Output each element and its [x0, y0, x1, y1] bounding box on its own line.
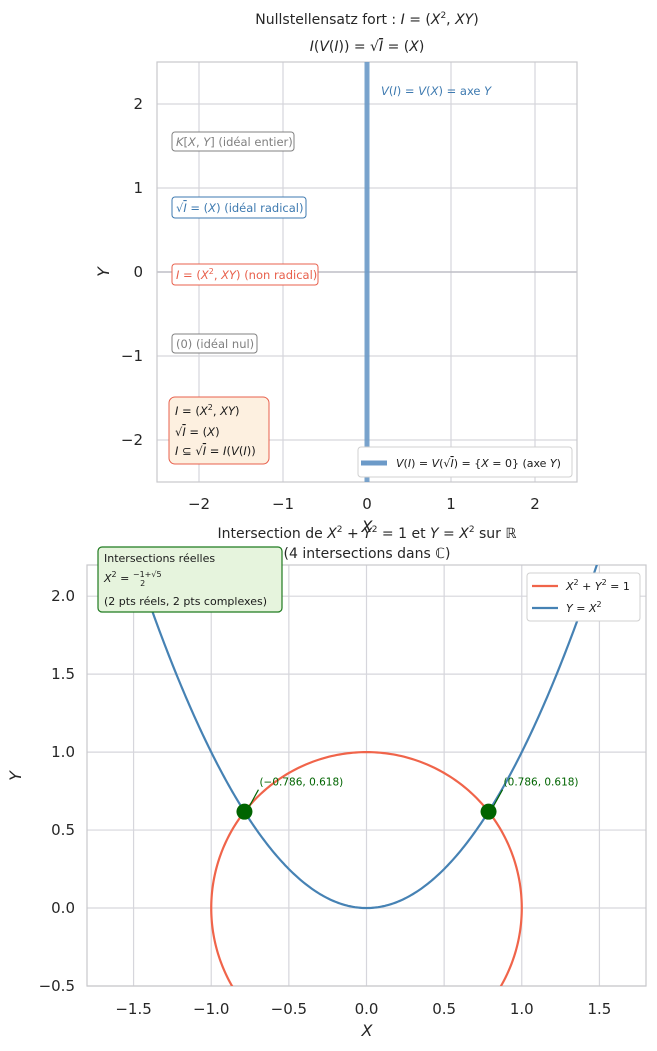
info-box-line2: X2 = −1+√5 2 — [103, 570, 162, 588]
panel2-legend: X2 + Y2 = 1 Y = X2 — [526, 572, 641, 622]
annotation-non-radical: I = (X2, XY) (non radical) — [171, 263, 319, 286]
y-tick-label: 0.0 — [51, 899, 75, 917]
panel2-plot-frame — [86, 564, 647, 987]
panel-nullstellensatz: Nullstellensatz fort : I = (X2, XY) I(V(… — [94, 11, 578, 536]
y-tick-label: −2 — [121, 431, 143, 449]
svg-text:I = (X2, XY): I = (X2, XY) — [175, 403, 240, 418]
annotation-ideal-entier: K[X, Y] (idéal entier) — [171, 131, 295, 152]
x-tick-label: −1.0 — [193, 1000, 229, 1018]
panel1-legend: V(I) = V(√I) = {X = 0} (axe Y) — [357, 446, 573, 478]
legend-label-v-of-i: V(I) = V(√I) = {X = 0} (axe Y) — [396, 457, 561, 470]
intersection-point — [236, 803, 253, 820]
panel2-y-tick-labels: −0.5 0.0 0.5 1.0 1.5 2.0 — [39, 587, 75, 995]
svg-text:I = (X2, XY) (non radical): I = (X2, XY) (non radical) — [176, 267, 317, 282]
x-tick-label: −2 — [188, 495, 210, 513]
panel1-title-line1: Nullstellensatz fort : I = (X2, XY) — [255, 11, 478, 28]
annotation-ideal-radical: √I = (X) (idéal radical) — [171, 196, 307, 219]
panel2-title-line2: (4 intersections dans ℂ) — [284, 546, 451, 562]
x-tick-label: −0.5 — [271, 1000, 307, 1018]
intersection-point-label: (−0.786, 0.618) — [259, 777, 343, 789]
panel2-x-axis-label: X — [361, 1021, 374, 1040]
y-tick-label: 1.5 — [51, 665, 75, 683]
legend-label-circle: X2 + Y2 = 1 — [565, 578, 630, 593]
panel2-x-tick-labels: −1.5 −1.0 −0.5 0.0 0.5 1.0 1.5 — [115, 1000, 611, 1018]
info-box-ideals: I = (X2, XY) √I = (X) I ⊆ √I = I(V(I)) — [168, 396, 270, 465]
y-tick-label: 0.5 — [51, 821, 75, 839]
panel1-y-axis-label: Y — [94, 266, 113, 277]
legend-label-parabola: Y = X2 — [566, 600, 602, 615]
y-tick-label: 2.0 — [51, 587, 75, 605]
y-tick-label: 1.0 — [51, 743, 75, 761]
x-tick-label: −1.5 — [115, 1000, 151, 1018]
svg-text:√I = (X) (idéal radical): √I = (X) (idéal radical) — [176, 201, 303, 215]
series-parabola — [135, 565, 598, 910]
svg-text:√I = (X): √I = (X) — [175, 425, 220, 439]
x-tick-label: 1.0 — [510, 1000, 534, 1018]
svg-text:I ⊆ √I = I(V(I)): I ⊆ √I = I(V(I)) — [175, 444, 256, 458]
y-tick-label: 0 — [133, 263, 143, 281]
svg-text:K[X, Y] (idéal entier): K[X, Y] (idéal entier) — [176, 135, 293, 149]
panel2-intersection-points: (−0.786, 0.618) (0.786, 0.618) — [236, 777, 579, 820]
annotation-v-of-i-axe-y: V(I) = V(X) = axe Y — [381, 84, 492, 98]
panel2-y-axis-label: Y — [6, 770, 25, 781]
x-tick-label: 1.5 — [587, 1000, 611, 1018]
panel1-y-tick-labels: −2 −1 0 1 2 — [121, 95, 143, 449]
panel2-series — [135, 565, 598, 986]
intersection-point-label: (0.786, 0.618) — [504, 777, 579, 789]
x-tick-label: 0 — [362, 495, 372, 513]
annotation-ideal-nul: (0) (idéal nul) — [171, 333, 258, 354]
panel1-x-tick-labels: −2 −1 0 1 2 — [188, 495, 540, 513]
series-circle — [210, 751, 523, 986]
y-tick-label: 2 — [133, 95, 143, 113]
info-box-intersections: Intersections réelles X2 = −1+√5 2 (2 pt… — [97, 546, 283, 613]
panel-intersection: Intersection de X2 + Y2 = 1 et Y = X2 su… — [6, 525, 647, 1040]
x-tick-label: 0.0 — [355, 1000, 379, 1018]
y-tick-label: −0.5 — [39, 977, 75, 995]
panel1-title-line2: I(V(I)) = √I = (X) — [310, 39, 425, 55]
info-box-line1: Intersections réelles — [104, 552, 215, 565]
panel2-grid — [87, 565, 646, 987]
x-tick-label: 1 — [446, 495, 456, 513]
panel2-title-line1: Intersection de X2 + Y2 = 1 et Y = X2 su… — [218, 525, 518, 542]
x-tick-label: 0.5 — [432, 1000, 456, 1018]
svg-text:(0) (idéal nul): (0) (idéal nul) — [176, 337, 254, 351]
y-tick-label: −1 — [121, 347, 143, 365]
intersection-point — [480, 803, 497, 820]
y-tick-label: 1 — [133, 179, 143, 197]
info-box-line3: (2 pts réels, 2 pts complexes) — [104, 595, 267, 608]
x-tick-label: 2 — [530, 495, 540, 513]
x-tick-label: −1 — [272, 495, 294, 513]
panel1-x-axis-label: X — [361, 517, 374, 536]
